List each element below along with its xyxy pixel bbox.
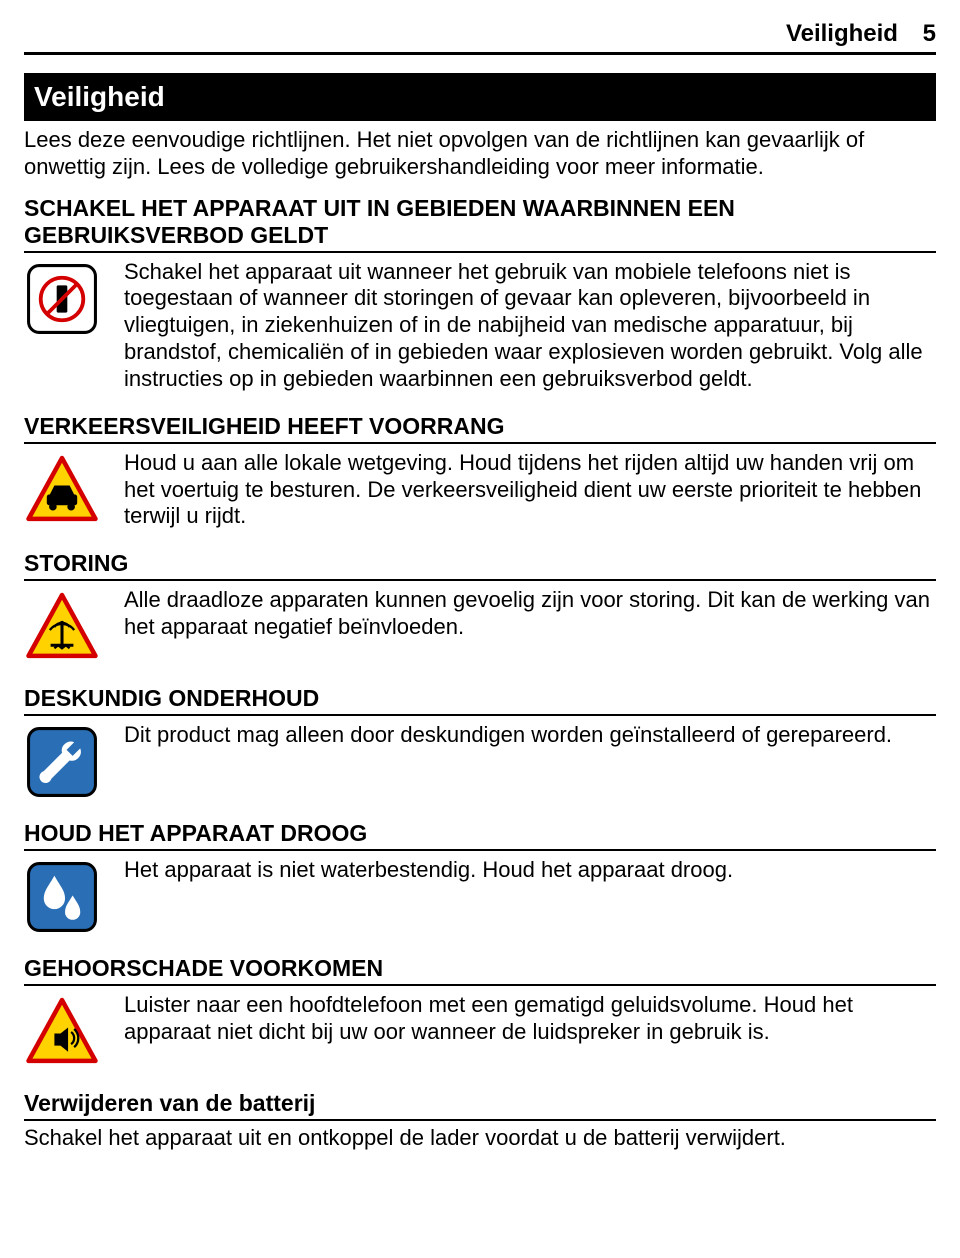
section-body: Luister naar een hoofdtelefoon met een g… (124, 992, 936, 1046)
section-body: Schakel het apparaat uit wanneer het geb… (124, 259, 936, 393)
section-body: Dit product mag alleen door deskundigen … (124, 722, 936, 749)
page-title: Veiligheid (24, 73, 936, 121)
safety-item: Het apparaat is niet waterbestendig. Hou… (24, 857, 936, 935)
section-body: Houd u aan alle lokale wetgeving. Houd t… (124, 450, 936, 530)
running-title: Veiligheid (786, 20, 898, 47)
safety-item: Luister naar een hoofdtelefoon met een g… (24, 992, 936, 1070)
battery-heading: Verwijderen van de batterij (24, 1090, 936, 1121)
car-warning-icon (24, 450, 124, 528)
section-heading: STORING (24, 550, 936, 581)
no-phone-icon (24, 259, 124, 337)
section-body: Alle draadloze apparaten kunnen gevoelig… (124, 587, 936, 641)
page-number: 5 (923, 20, 936, 47)
section-heading: GEHOORSCHADE VOORKOMEN (24, 955, 936, 986)
safety-item: Dit product mag alleen door deskundigen … (24, 722, 936, 800)
safety-item: Houd u aan alle lokale wetgeving. Houd t… (24, 450, 936, 530)
interference-warning-icon (24, 587, 124, 665)
intro-text: Lees deze eenvoudige richtlijnen. Het ni… (24, 127, 936, 181)
section-heading: VERKEERSVEILIGHEID HEEFT VOORRANG (24, 413, 936, 444)
wrench-icon (24, 722, 124, 800)
battery-body: Schakel het apparaat uit en ontkoppel de… (24, 1125, 936, 1152)
running-header: Veiligheid 5 (24, 20, 936, 55)
hearing-warning-icon (24, 992, 124, 1070)
section-body: Het apparaat is niet waterbestendig. Hou… (124, 857, 936, 884)
section-heading: SCHAKEL HET APPARAAT UIT IN GEBIEDEN WAA… (24, 195, 936, 253)
safety-item: Alle draadloze apparaten kunnen gevoelig… (24, 587, 936, 665)
section-heading: DESKUNDIG ONDERHOUD (24, 685, 936, 716)
safety-item: Schakel het apparaat uit wanneer het geb… (24, 259, 936, 393)
section-heading: HOUD HET APPARAAT DROOG (24, 820, 936, 851)
water-drops-icon (24, 857, 124, 935)
